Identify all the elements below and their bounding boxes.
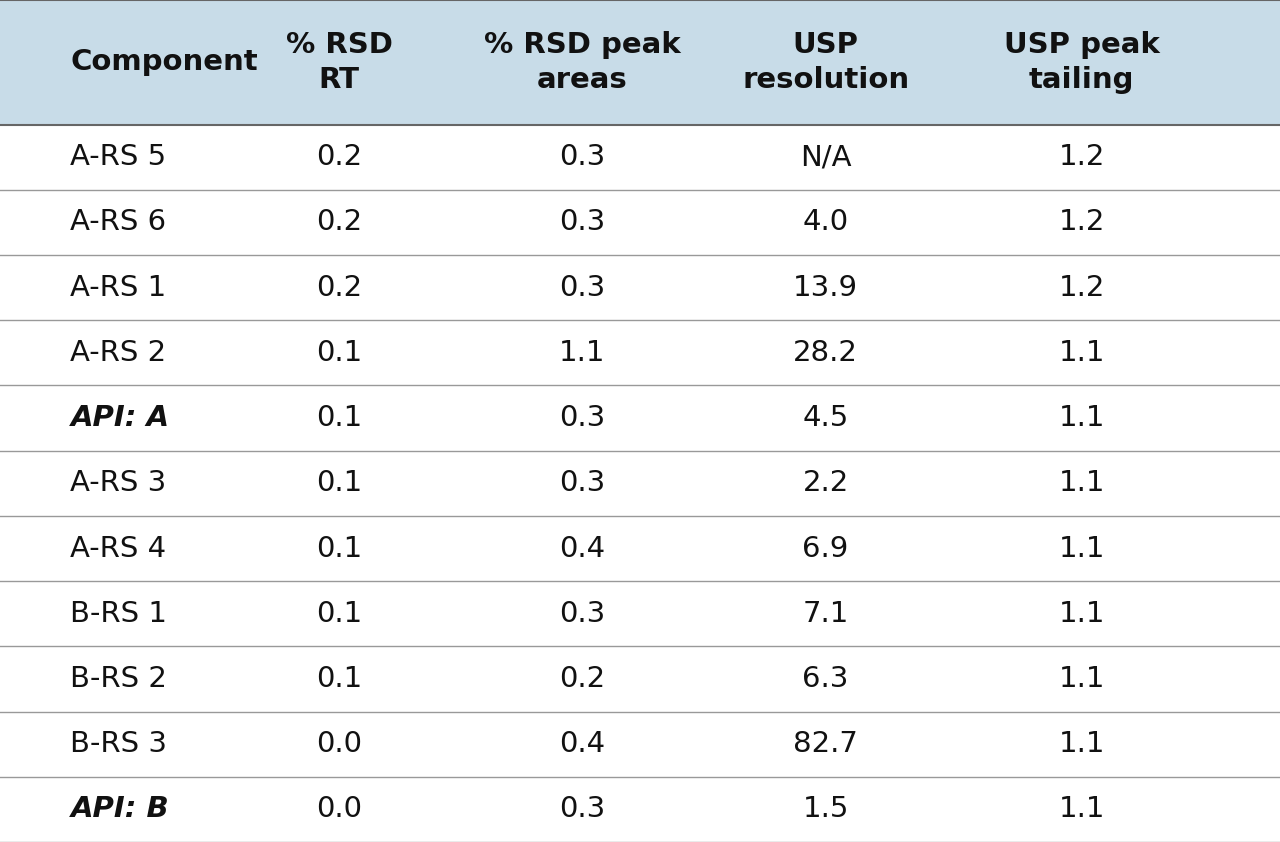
Text: Component: Component <box>70 48 259 77</box>
Text: 0.2: 0.2 <box>316 274 362 301</box>
Text: 0.0: 0.0 <box>316 730 362 758</box>
Text: 0.4: 0.4 <box>559 730 605 758</box>
Text: 0.4: 0.4 <box>559 535 605 562</box>
Text: 1.1: 1.1 <box>1059 665 1105 693</box>
Text: 0.0: 0.0 <box>316 796 362 823</box>
Text: 1.1: 1.1 <box>1059 469 1105 498</box>
Text: 1.2: 1.2 <box>1059 209 1105 237</box>
Text: 0.3: 0.3 <box>559 796 605 823</box>
Bar <box>0 647 1280 711</box>
Text: 0.1: 0.1 <box>316 404 362 432</box>
Text: 0.2: 0.2 <box>316 143 362 171</box>
Bar <box>0 386 1280 450</box>
Text: % RSD peak
areas: % RSD peak areas <box>484 31 681 93</box>
Text: 0.2: 0.2 <box>559 665 605 693</box>
Text: 1.5: 1.5 <box>803 796 849 823</box>
Text: 0.2: 0.2 <box>316 209 362 237</box>
Text: 0.3: 0.3 <box>559 143 605 171</box>
Text: 1.1: 1.1 <box>1059 338 1105 367</box>
Text: 28.2: 28.2 <box>794 338 858 367</box>
Text: N/A: N/A <box>800 143 851 171</box>
Text: 0.1: 0.1 <box>316 338 362 367</box>
Text: 1.1: 1.1 <box>1059 796 1105 823</box>
Text: 2.2: 2.2 <box>803 469 849 498</box>
Text: 82.7: 82.7 <box>794 730 858 758</box>
Text: 7.1: 7.1 <box>803 600 849 628</box>
Bar <box>0 255 1280 320</box>
Text: 1.1: 1.1 <box>1059 730 1105 758</box>
Text: A-RS 4: A-RS 4 <box>70 535 166 562</box>
Text: 0.1: 0.1 <box>316 535 362 562</box>
Text: 1.2: 1.2 <box>1059 143 1105 171</box>
Text: 0.3: 0.3 <box>559 404 605 432</box>
Text: 1.1: 1.1 <box>1059 535 1105 562</box>
Bar <box>0 125 1280 189</box>
Text: A-RS 3: A-RS 3 <box>70 469 166 498</box>
Bar <box>0 777 1280 842</box>
Text: 0.1: 0.1 <box>316 600 362 628</box>
Text: 1.1: 1.1 <box>1059 600 1105 628</box>
Bar <box>0 516 1280 581</box>
Text: A-RS 1: A-RS 1 <box>70 274 166 301</box>
Text: 4.5: 4.5 <box>803 404 849 432</box>
Text: API: B: API: B <box>70 796 169 823</box>
Bar <box>0 320 1280 386</box>
Text: 0.3: 0.3 <box>559 600 605 628</box>
Bar <box>0 450 1280 516</box>
Bar <box>0 711 1280 777</box>
Text: 4.0: 4.0 <box>803 209 849 237</box>
Text: 1.1: 1.1 <box>1059 404 1105 432</box>
Text: 1.2: 1.2 <box>1059 274 1105 301</box>
Text: 0.3: 0.3 <box>559 209 605 237</box>
Text: API: A: API: A <box>70 404 169 432</box>
Text: 6.9: 6.9 <box>803 535 849 562</box>
Text: % RSD
RT: % RSD RT <box>285 31 393 93</box>
Text: B-RS 2: B-RS 2 <box>70 665 168 693</box>
Text: 0.3: 0.3 <box>559 469 605 498</box>
Text: A-RS 2: A-RS 2 <box>70 338 166 367</box>
Bar <box>0 189 1280 255</box>
Text: A-RS 5: A-RS 5 <box>70 143 166 171</box>
Text: 13.9: 13.9 <box>794 274 858 301</box>
Text: A-RS 6: A-RS 6 <box>70 209 166 237</box>
Text: USP
resolution: USP resolution <box>742 31 909 93</box>
Text: 0.1: 0.1 <box>316 469 362 498</box>
Bar <box>0 581 1280 647</box>
Bar <box>0 0 1280 125</box>
Text: 1.1: 1.1 <box>559 338 605 367</box>
Text: 0.1: 0.1 <box>316 665 362 693</box>
Text: 0.3: 0.3 <box>559 274 605 301</box>
Text: B-RS 3: B-RS 3 <box>70 730 168 758</box>
Text: 6.3: 6.3 <box>803 665 849 693</box>
Text: USP peak
tailing: USP peak tailing <box>1004 31 1160 93</box>
Text: B-RS 1: B-RS 1 <box>70 600 168 628</box>
